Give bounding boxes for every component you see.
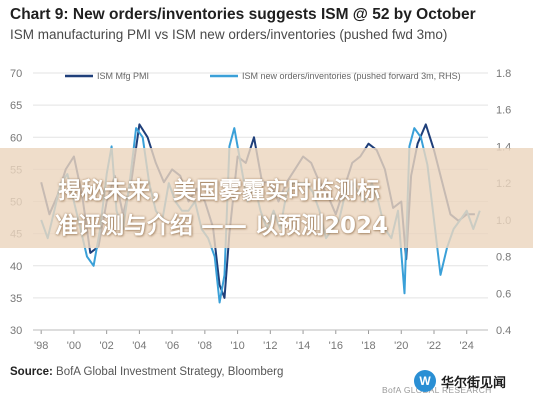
right-tick-label: 0.4 [496,325,511,337]
x-tick-label: '24 [460,340,474,352]
x-tick-label: '16 [329,340,343,352]
right-tick-label: 0.8 [496,252,511,264]
legend: ISM Mfg PMI ISM new orders/inventories (p… [65,71,461,81]
source-text: BofA Global Investment Strategy, Bloombe… [56,366,284,378]
left-tick-label: 30 [10,325,22,337]
watermark-text: 华尔街见闻 [441,375,507,391]
x-tick-label: '02 [99,340,113,352]
chart-title: Chart 9: New orders/inventories suggests… [10,6,476,23]
x-tick-label: '14 [296,340,310,352]
left-tick-label: 70 [10,68,22,80]
chart-subtitle: ISM manufacturing PMI vs ISM new orders/… [10,27,448,42]
bofa-research-mark: BofA GLOBAL RESEARCH [382,385,492,395]
x-tick-label: '08 [198,340,212,352]
left-tick-label: 40 [10,261,22,273]
legend-label: ISM new orders/inventories (pushed forwa… [242,71,461,81]
watermark-logo-icon: W [414,370,436,392]
x-tick-label: '98 [34,340,48,352]
overlay-headline-line-2: 准评测与介绍 —— 以预测2024 [55,213,389,239]
x-tick-label: '22 [427,340,441,352]
legend-label: ISM Mfg PMI [97,71,149,81]
right-tick-label: 1.6 [496,105,511,117]
x-tick-label: '10 [230,340,244,352]
right-tick-label: 0.6 [496,288,511,300]
left-tick-label: 35 [10,293,22,305]
promo-overlay-banner: 揭秘未来，美国雾霾实时监测标 准评测与介绍 —— 以预测2024 [0,148,533,248]
overlay-headline-line-1: 揭秘未来，美国雾霾实时监测标 [58,178,380,204]
watermark: W 华尔街见闻 [414,370,506,392]
source-label: Source: [10,366,53,378]
source-note: Source: BofA Global Investment Strategy,… [10,366,283,378]
x-tick-label: '04 [132,340,146,352]
x-tick-label: '20 [394,340,408,352]
left-tick-label: 65 [10,100,22,112]
x-tick-label: '00 [67,340,81,352]
right-tick-label: 1.8 [496,68,511,80]
x-tick-label: '18 [361,340,375,352]
x-tick-label: '12 [263,340,277,352]
x-tick-label: '06 [165,340,179,352]
left-tick-label: 60 [10,132,22,144]
